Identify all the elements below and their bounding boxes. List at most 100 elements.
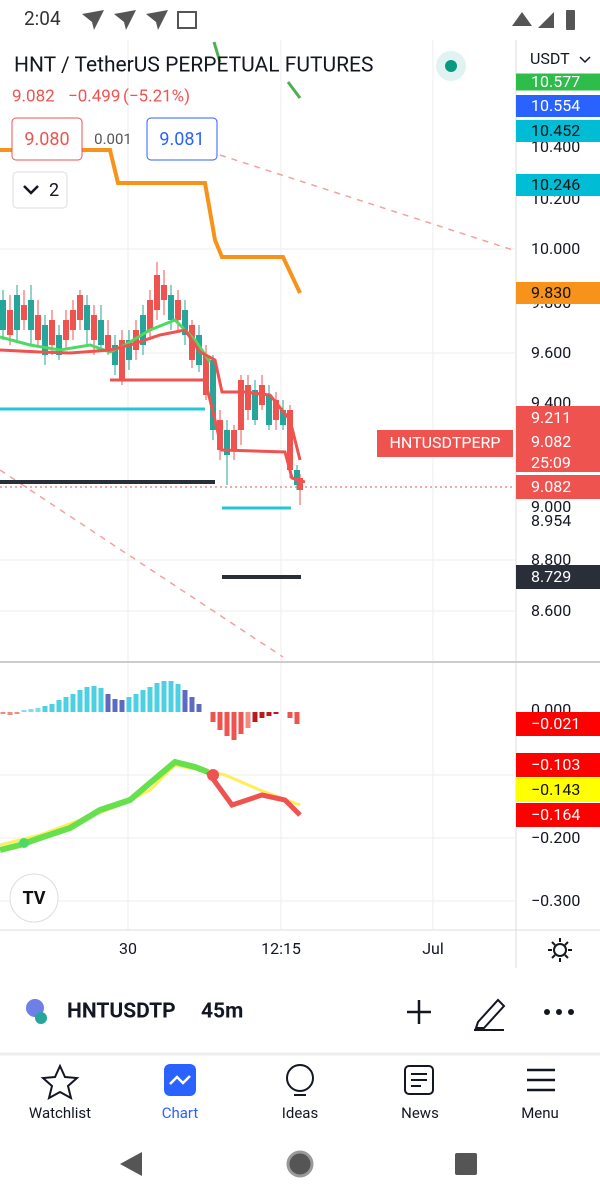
- time-label: 30: [119, 939, 137, 958]
- price-label-tag: 10.452: [531, 121, 580, 140]
- candle-body: [245, 385, 251, 410]
- price-label-box: [516, 565, 600, 589]
- price-label-tag: −0.021: [531, 714, 580, 733]
- price-label-tag: 9.211: [531, 408, 571, 427]
- price-label-box: [516, 454, 600, 472]
- indicator-count: 2: [49, 180, 59, 201]
- candle-body: [147, 300, 153, 330]
- price-label-box: [516, 712, 600, 736]
- price-label-tag: 25:09: [531, 453, 571, 472]
- nav-label[interactable]: Menu: [521, 1104, 559, 1122]
- histogram-bar: [133, 694, 139, 712]
- candle-body: [287, 410, 293, 470]
- candle-body: [70, 310, 76, 330]
- settings-icon[interactable]: [548, 938, 572, 962]
- logo: TV: [22, 888, 45, 909]
- candle-body: [105, 335, 111, 350]
- candle-body: [21, 305, 27, 320]
- histogram-bar: [287, 712, 293, 718]
- status-time: 2:04: [24, 7, 61, 30]
- histogram-bar: [196, 704, 202, 712]
- trend-line: [219, 154, 514, 251]
- histogram-bar: [210, 712, 216, 722]
- candle-body: [266, 395, 272, 425]
- chevron-icon: [579, 56, 591, 64]
- histogram-bar: [35, 708, 41, 712]
- macd-line: [205, 770, 302, 817]
- macd-line: [0, 758, 210, 853]
- symbol-tag: HNTUSDTPERP: [390, 433, 501, 452]
- ideas-icon[interactable]: [286, 1064, 314, 1092]
- news-icon-lines: [411, 1073, 427, 1087]
- home-button[interactable]: [286, 1150, 314, 1178]
- price-label-tag: 10.246: [531, 175, 580, 194]
- indicator-toggle[interactable]: [12, 171, 68, 209]
- histogram-bar: [168, 681, 174, 712]
- price-label-tag: 10.554: [531, 96, 580, 115]
- price-change: −0.499: [68, 86, 120, 106]
- candle-body: [35, 315, 41, 340]
- candle-body: [14, 295, 20, 330]
- news-icon[interactable]: [404, 1065, 434, 1095]
- indicator-line: [110, 378, 306, 484]
- last-price: 9.082: [12, 86, 55, 106]
- buy-button[interactable]: [146, 117, 218, 161]
- back-button[interactable]: [120, 1152, 142, 1176]
- histogram-bar: [294, 712, 300, 724]
- histogram-bar: [0, 712, 6, 714]
- trend-line: [0, 469, 284, 658]
- histogram-bar: [42, 706, 48, 712]
- price-label-box: [516, 282, 600, 304]
- interval[interactable]: 45m: [201, 1000, 243, 1024]
- histogram-bar: [273, 712, 279, 714]
- candle-body: [112, 345, 118, 365]
- nav-label[interactable]: Chart: [162, 1104, 199, 1122]
- logo-button[interactable]: [9, 873, 59, 923]
- price-label-tag: 9.082: [531, 432, 571, 451]
- histogram-bar: [98, 688, 104, 712]
- add-button[interactable]: [407, 1000, 431, 1024]
- price-label-tag: −0.143: [531, 780, 580, 799]
- indicator-line: [286, 81, 302, 99]
- sell-button[interactable]: [11, 117, 83, 161]
- candles: [0, 262, 303, 505]
- price-label-box: [516, 475, 600, 499]
- price-label-box: [516, 95, 600, 117]
- symbol-tag-box: [377, 430, 513, 457]
- price-label-box: [516, 753, 600, 777]
- candle-body: [154, 275, 160, 310]
- symbol[interactable]: HNTUSDTP: [67, 1000, 176, 1024]
- candle-body: [98, 320, 104, 345]
- price-label: −0.300: [531, 891, 580, 910]
- candle-body: [182, 310, 188, 335]
- candle-body: [252, 390, 258, 420]
- more-button[interactable]: [544, 1009, 574, 1015]
- sell-price: 9.080: [24, 129, 69, 150]
- price-label: 8.800: [531, 550, 571, 569]
- price-label-tag: 9.830: [531, 283, 571, 302]
- candle-body: [119, 340, 125, 380]
- signal-line: [0, 763, 301, 847]
- menu-icon[interactable]: [527, 1068, 555, 1092]
- price-label-box: [516, 174, 600, 196]
- histogram-bar: [161, 681, 167, 712]
- candle-body: [231, 430, 237, 450]
- price-label-box: [516, 430, 600, 454]
- nav-label[interactable]: News: [401, 1104, 439, 1122]
- indicator-axis: 0.000−0.200−0.300−0.021−0.103−0.143−0.16…: [516, 700, 600, 910]
- candle-body: [91, 315, 97, 340]
- nav-label[interactable]: Ideas: [282, 1104, 318, 1122]
- candle-body: [238, 380, 244, 430]
- watchlist-icon[interactable]: [40, 1063, 80, 1100]
- recents-button[interactable]: [455, 1153, 477, 1175]
- currency-select[interactable]: USDT: [530, 49, 570, 68]
- histogram-bar: [217, 712, 223, 730]
- price-label-box: [516, 406, 600, 430]
- candle-body: [297, 478, 303, 490]
- grid: [0, 40, 515, 930]
- cross-dot: [207, 769, 219, 781]
- histogram: [0, 681, 300, 740]
- draw-button[interactable]: [474, 998, 506, 1031]
- histogram-bar: [252, 712, 258, 722]
- nav-label[interactable]: Watchlist: [29, 1104, 91, 1122]
